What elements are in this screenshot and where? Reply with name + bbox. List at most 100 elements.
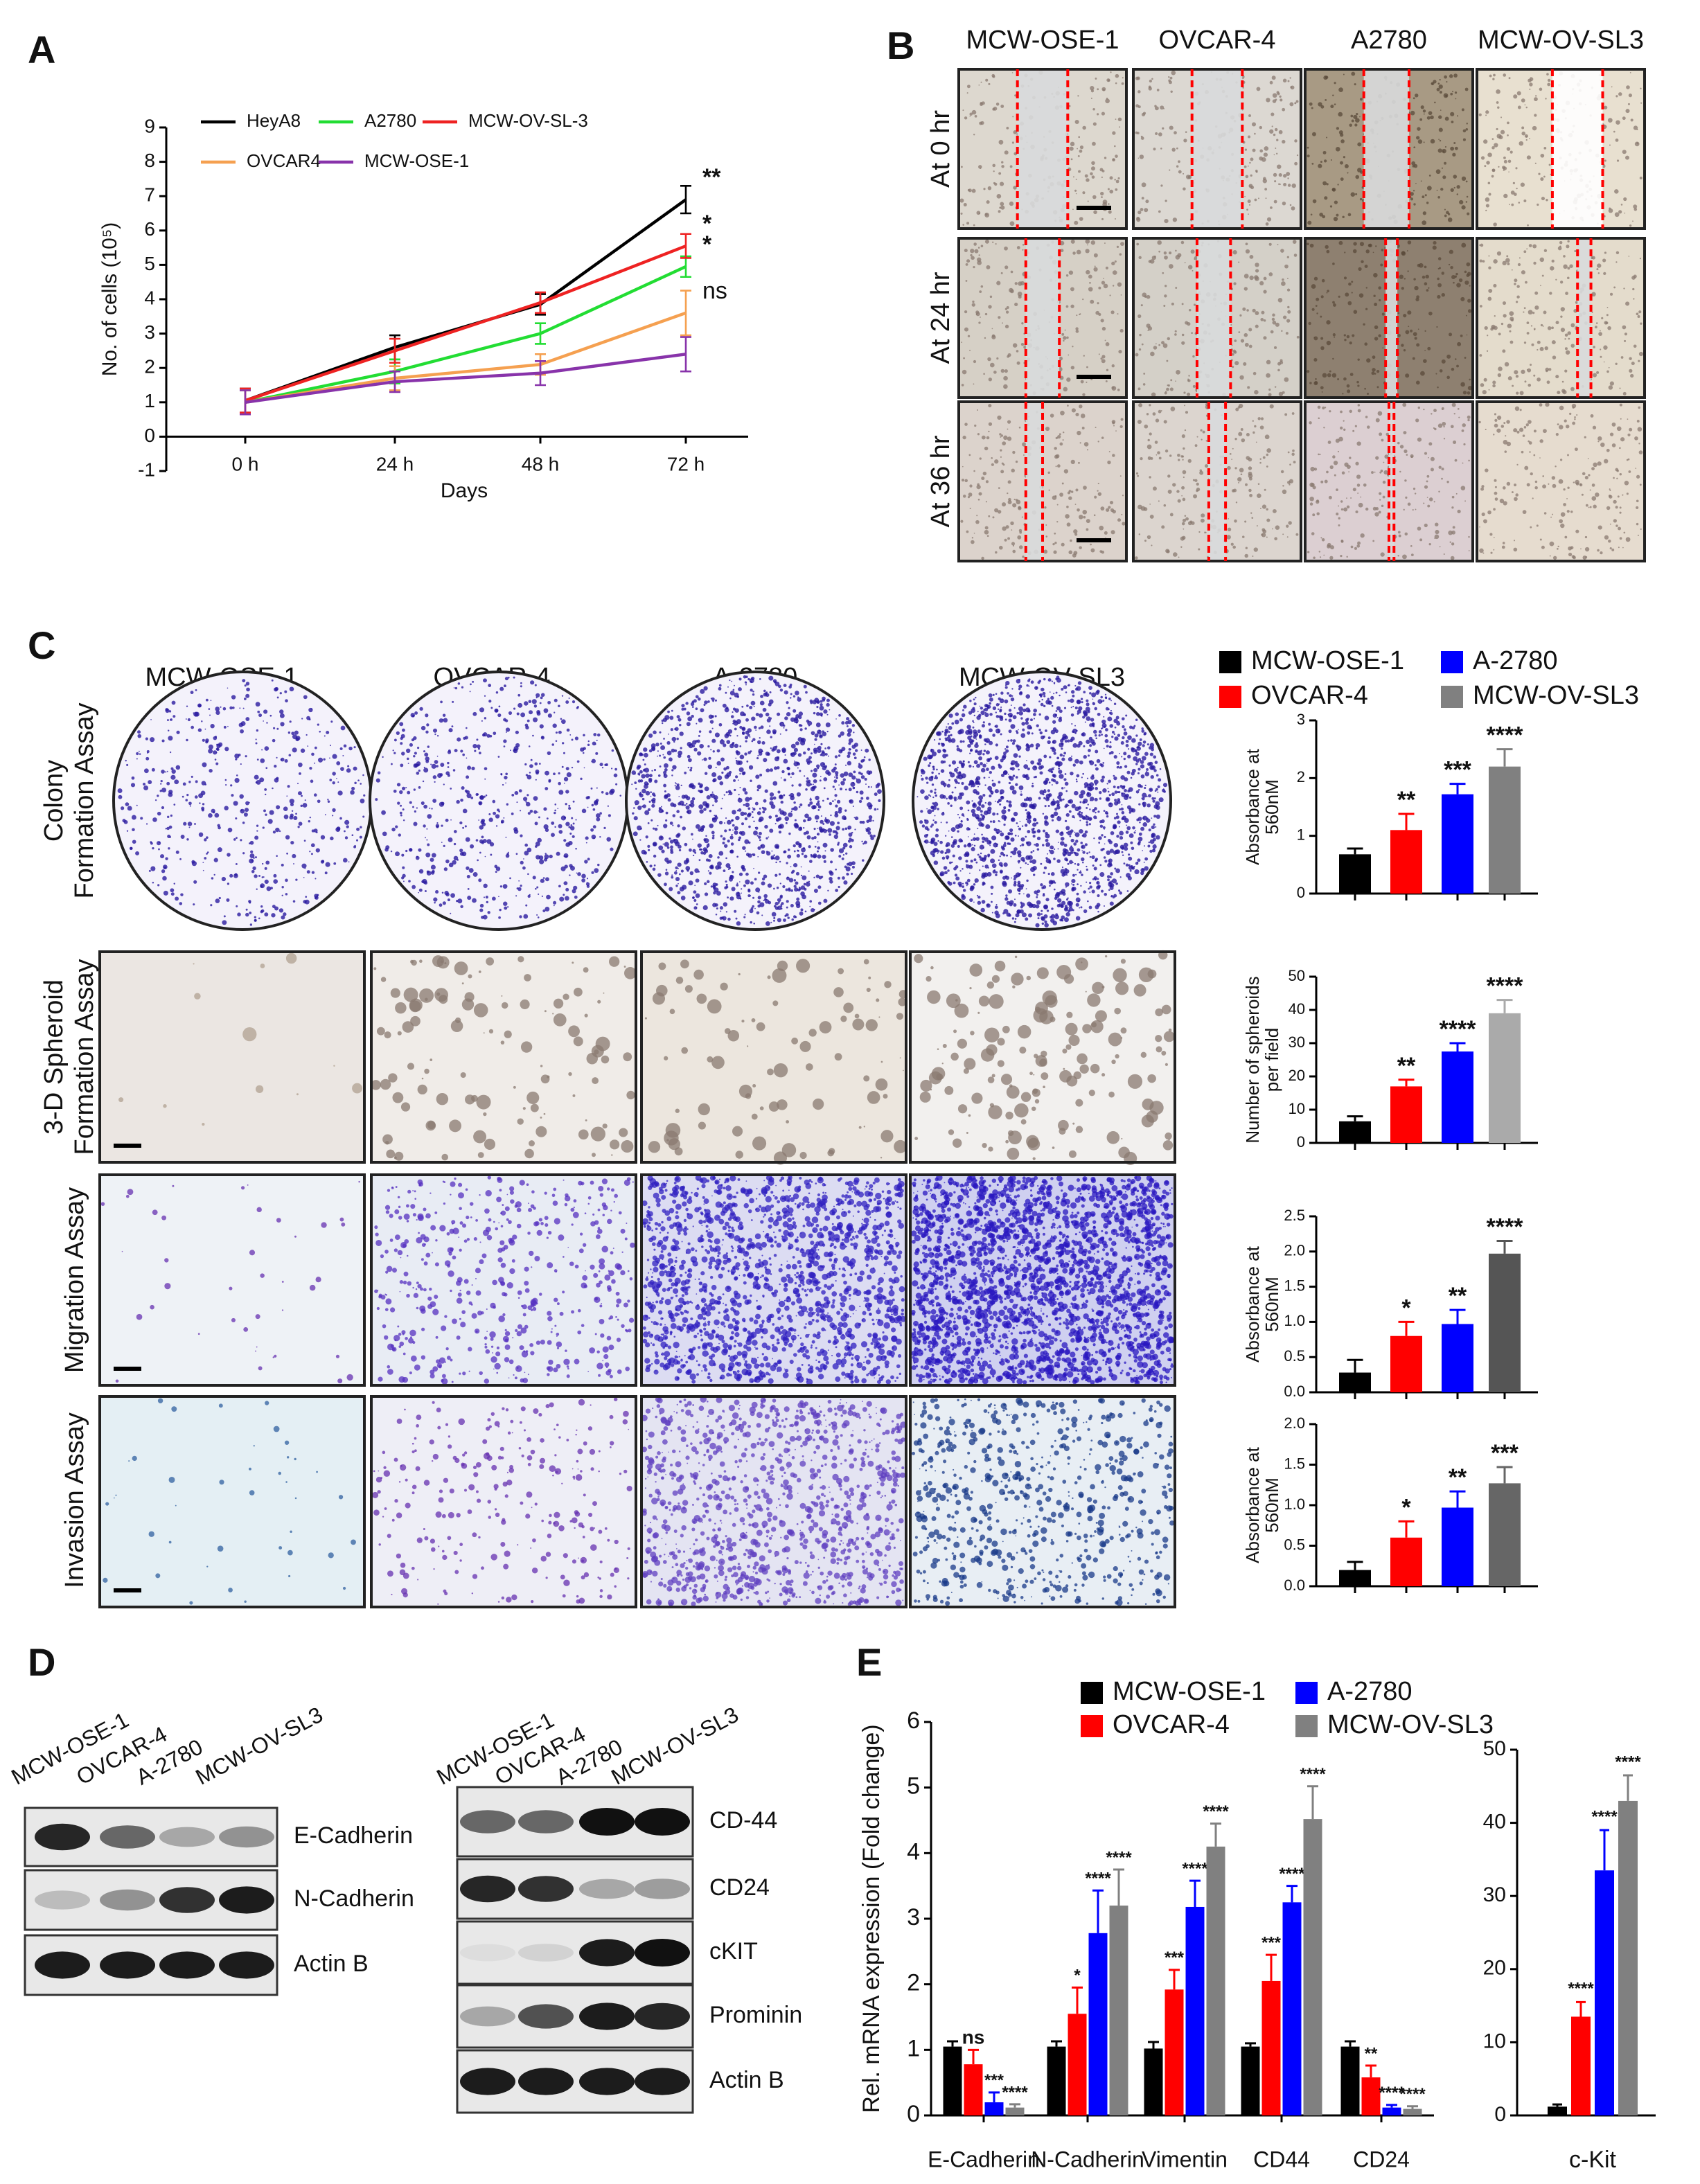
cell: [726, 772, 732, 777]
cell: [1077, 154, 1080, 157]
cell: [1266, 508, 1268, 511]
cell: [1291, 183, 1296, 188]
cell: [1559, 425, 1564, 429]
cell: [1359, 197, 1363, 201]
cell: [658, 807, 662, 810]
cell: [824, 747, 826, 749]
cell: [728, 867, 731, 869]
cell: [1259, 125, 1262, 130]
cell: [276, 805, 281, 810]
cell: [653, 730, 657, 735]
cell: [698, 859, 701, 862]
cell: [1137, 419, 1142, 425]
cell: [1312, 513, 1316, 517]
cell: [714, 797, 716, 799]
cell: [442, 713, 446, 717]
cell: [1166, 387, 1169, 391]
cell: [1559, 245, 1561, 248]
cell: [1537, 377, 1541, 382]
cell: [1282, 78, 1287, 83]
cell: [1321, 538, 1325, 542]
cell: [1569, 412, 1572, 416]
cell: [306, 870, 310, 874]
cell: [254, 918, 257, 922]
cell: [677, 862, 682, 867]
cell: [1563, 264, 1568, 269]
cell: [1176, 490, 1180, 493]
cell: [777, 790, 781, 794]
cell: [414, 752, 417, 755]
cell: [1261, 157, 1266, 162]
cell: [1511, 203, 1514, 206]
cell: [664, 858, 669, 862]
cell: [1428, 111, 1433, 116]
cell: [1162, 343, 1168, 348]
cell: [698, 718, 700, 720]
cell: [1112, 131, 1116, 135]
cell: [1485, 428, 1487, 431]
cell: [725, 863, 731, 869]
cell: [772, 796, 777, 800]
cell: [1451, 367, 1455, 371]
cell: [867, 785, 870, 788]
cell: [466, 757, 468, 759]
cell: [1468, 535, 1470, 538]
cell: [1284, 377, 1289, 382]
cell: [289, 799, 294, 804]
cell: [689, 848, 692, 852]
cell: [1201, 513, 1205, 518]
cell: [216, 747, 220, 752]
cell: [804, 854, 808, 858]
cell: [783, 684, 787, 688]
cell: [1529, 88, 1531, 90]
cell: [1000, 434, 1004, 437]
cell: [817, 731, 820, 734]
cell: [471, 766, 475, 771]
cell: [1066, 377, 1071, 382]
cell: [1193, 303, 1196, 306]
cell: [1565, 292, 1568, 295]
cell: [1147, 456, 1151, 460]
cell: [961, 384, 964, 387]
cell: [1332, 455, 1336, 459]
cell: [117, 788, 123, 794]
cell: [772, 679, 777, 683]
cell: [348, 746, 353, 751]
cell: [633, 816, 638, 821]
cell: [1598, 332, 1602, 336]
cell: [800, 908, 804, 912]
cell: [1101, 112, 1106, 116]
cell: [803, 751, 806, 755]
cell: [246, 687, 250, 692]
cell: [1351, 281, 1354, 283]
cell: [121, 806, 125, 810]
cell: [1615, 138, 1619, 142]
cell: [236, 905, 238, 907]
cell: [1589, 506, 1592, 508]
cell: [1443, 438, 1446, 440]
cell: [786, 767, 790, 771]
cell: [736, 695, 740, 698]
cell: [1467, 391, 1471, 395]
cell: [1629, 71, 1631, 73]
cell: [360, 826, 362, 829]
cell: [1564, 347, 1568, 350]
cell: [596, 817, 601, 822]
cell: [1402, 554, 1407, 560]
cell: [544, 787, 549, 790]
cell: [309, 816, 312, 819]
cell: [781, 722, 783, 723]
cell: [739, 754, 745, 760]
cell: [264, 867, 267, 870]
cell: [1354, 83, 1356, 86]
cell: [1633, 125, 1638, 130]
cell: [779, 721, 785, 727]
cell: [317, 799, 321, 804]
cell: [1357, 541, 1361, 545]
cell: [461, 785, 465, 790]
cell: [1529, 451, 1531, 453]
cell: [1552, 355, 1557, 359]
cell: [779, 794, 783, 799]
cell: [1487, 181, 1491, 185]
cell: [453, 855, 459, 861]
